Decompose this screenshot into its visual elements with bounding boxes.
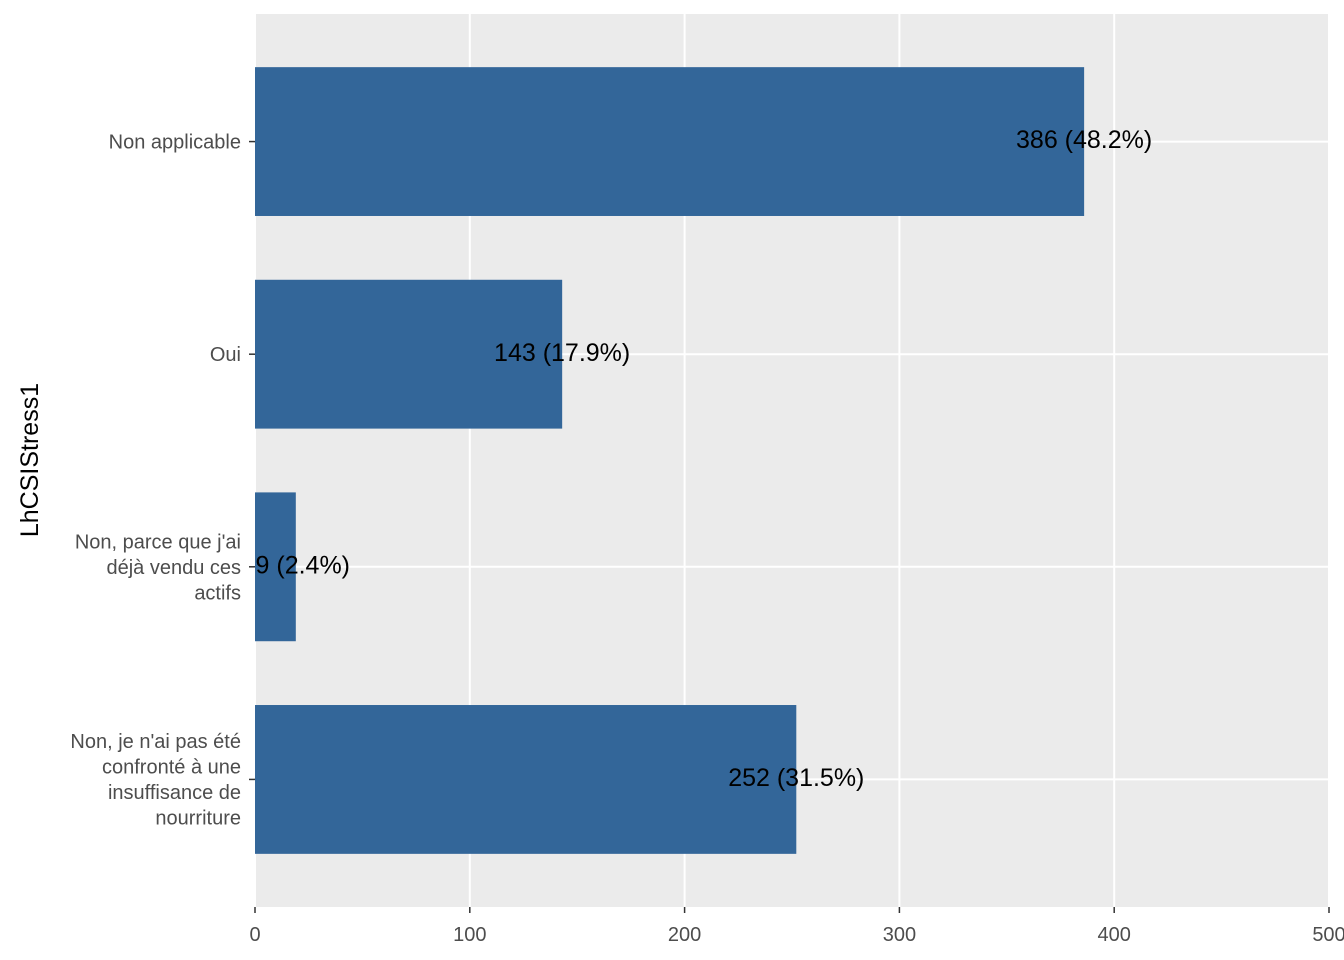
bar (255, 705, 797, 854)
x-tick-label: 400 (1098, 924, 1131, 946)
bar (255, 492, 296, 642)
y-tick-label: Non, je n'ai pas été confronté à une insuf… (70, 731, 241, 830)
data-label: 19 (2.4%) (242, 551, 350, 579)
y-tick-label: Oui (210, 344, 241, 366)
x-tick-label: 200 (668, 924, 701, 946)
bar (255, 67, 1085, 216)
x-tick-label: 0 (249, 924, 260, 946)
y-axis-title: LhCSIStress1 (16, 383, 44, 537)
x-tick-label: 300 (883, 924, 916, 946)
data-label: 386 (48.2%) (1016, 126, 1152, 154)
y-tick-label: Non, parce que j'ai déjà vendu ces actifs (75, 531, 241, 604)
x-tick-label: 500 (1312, 924, 1344, 946)
x-tick-label: 100 (453, 924, 486, 946)
bar (255, 279, 563, 429)
data-label: 252 (31.5%) (728, 764, 864, 792)
y-tick-label: Non applicable (109, 132, 241, 154)
data-label: 143 (17.9%) (494, 339, 630, 367)
